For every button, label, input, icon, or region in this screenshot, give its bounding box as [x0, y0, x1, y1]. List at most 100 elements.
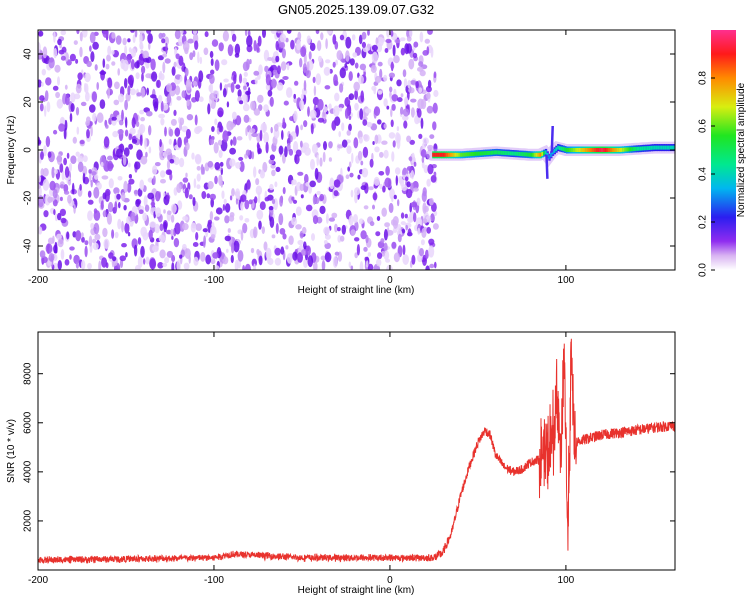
- noise-blob: [361, 116, 368, 121]
- noise-blob: [46, 243, 50, 255]
- noise-blob: [159, 73, 165, 81]
- noise-blob: [123, 204, 127, 211]
- noise-blob: [174, 85, 181, 96]
- spectrogram-x-ticks: -200 -100 0 100: [28, 30, 575, 286]
- noise-blob: [322, 151, 326, 163]
- noise-blob: [404, 96, 409, 106]
- noise-blob: [383, 98, 388, 107]
- signal-cell: [550, 152, 553, 157]
- noise-blob: [130, 59, 135, 70]
- noise-blob: [53, 209, 56, 216]
- noise-blob: [181, 125, 188, 133]
- signal-cell: [435, 152, 439, 157]
- noise-blob: [161, 38, 166, 44]
- noise-blob: [305, 68, 311, 79]
- noise-blob: [402, 115, 409, 121]
- noise-blob: [218, 42, 224, 52]
- noise-blob: [384, 222, 390, 228]
- noise-blob: [356, 244, 360, 256]
- signal-cell: [636, 146, 639, 151]
- noise-blob: [351, 152, 354, 164]
- noise-blob: [420, 98, 427, 110]
- noise-blob: [269, 216, 275, 228]
- noise-blob: [111, 50, 115, 55]
- noise-blob: [170, 228, 174, 237]
- signal-cell: [604, 148, 607, 152]
- noise-blob: [155, 207, 162, 218]
- noise-blob: [90, 125, 93, 137]
- noise-blob: [414, 115, 420, 125]
- noise-blob: [279, 42, 286, 49]
- spectrogram-noise-field: [38, 30, 439, 270]
- noise-blob: [345, 174, 350, 179]
- noise-blob: [395, 132, 400, 144]
- noise-blob: [179, 254, 183, 259]
- noise-blob: [173, 61, 177, 68]
- signal-cell: [641, 146, 644, 151]
- noise-blob: [63, 190, 70, 195]
- noise-blob: [393, 55, 400, 64]
- noise-blob: [345, 36, 352, 49]
- noise-blob: [200, 164, 204, 175]
- noise-blob: [347, 166, 351, 172]
- noise-blob: [314, 196, 320, 205]
- noise-blob: [401, 184, 408, 192]
- noise-blob: [408, 87, 415, 94]
- noise-blob: [258, 220, 262, 230]
- noise-blob: [38, 139, 42, 145]
- noise-blob: [400, 37, 406, 42]
- noise-blob: [348, 161, 352, 168]
- signal-cell: [460, 152, 463, 157]
- signal-cell: [592, 148, 595, 152]
- signal-cell: [520, 152, 523, 157]
- noise-blob: [404, 176, 409, 182]
- noise-blob: [113, 187, 120, 195]
- noise-blob: [145, 151, 148, 158]
- noise-blob: [70, 155, 77, 164]
- signal-cell: [437, 152, 440, 157]
- noise-blob: [58, 123, 65, 132]
- noise-blob: [224, 215, 230, 224]
- signal-cell: [615, 148, 618, 152]
- noise-blob: [56, 98, 64, 109]
- noise-blob: [405, 188, 413, 199]
- noise-blob: [190, 222, 197, 233]
- noise-blob: [275, 166, 281, 173]
- noise-blob: [227, 44, 234, 57]
- noise-blob: [147, 192, 155, 200]
- noise-blob: [423, 164, 429, 174]
- noise-blob: [131, 117, 136, 129]
- signal-cell: [590, 148, 593, 152]
- noise-blob: [421, 191, 427, 203]
- noise-blob: [184, 47, 189, 55]
- signal-cell: [544, 150, 548, 155]
- x-tick-label: -100: [204, 275, 224, 286]
- noise-blob: [274, 181, 278, 188]
- noise-blob: [308, 51, 312, 60]
- noise-blob: [124, 99, 128, 111]
- noise-blob: [160, 170, 166, 178]
- noise-blob: [177, 137, 182, 148]
- noise-blob: [136, 60, 140, 68]
- noise-blob: [267, 89, 273, 97]
- noise-blob: [213, 142, 219, 154]
- y-tick-label: 20: [23, 96, 34, 108]
- noise-blob: [148, 42, 151, 50]
- noise-blob: [112, 130, 119, 138]
- noise-blob: [269, 154, 275, 161]
- colorbar-tick-label: 0.4: [698, 167, 709, 181]
- noise-blob: [173, 156, 180, 166]
- noise-blob: [270, 30, 278, 35]
- signal-cell: [469, 152, 472, 157]
- noise-blob: [158, 32, 163, 40]
- noise-blob: [346, 145, 352, 154]
- noise-blob: [159, 223, 164, 232]
- noise-blob: [413, 161, 417, 167]
- spectrogram-signal-trace: [426, 125, 675, 179]
- noise-blob: [139, 134, 143, 146]
- noise-blob: [108, 178, 114, 189]
- noise-blob: [73, 40, 78, 45]
- noise-blob: [102, 58, 106, 68]
- signal-cell: [599, 148, 602, 152]
- noise-blob: [257, 94, 264, 104]
